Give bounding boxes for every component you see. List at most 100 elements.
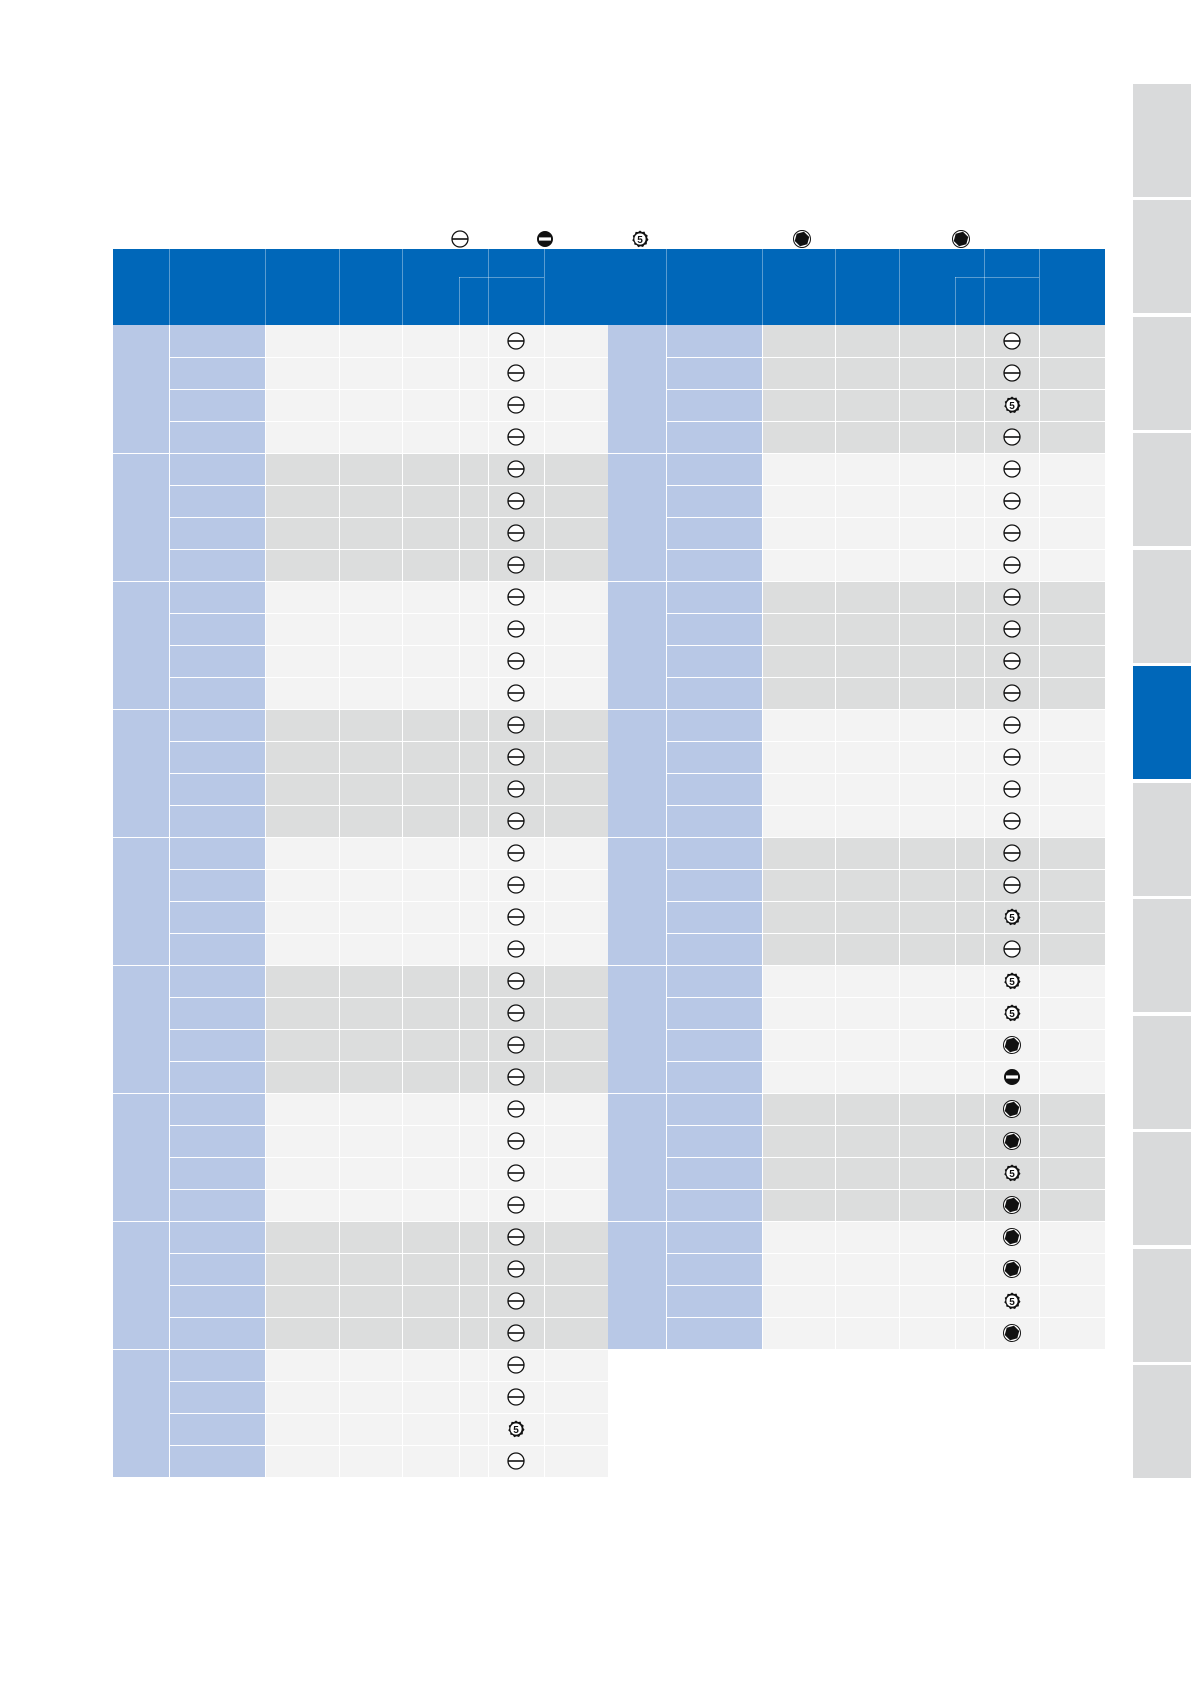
table-row bbox=[762, 1029, 1105, 1061]
row-label-cell bbox=[169, 901, 265, 933]
header-divider bbox=[459, 277, 460, 325]
slot-icon bbox=[506, 715, 526, 735]
slot-icon bbox=[1002, 331, 1022, 351]
table-row bbox=[265, 453, 608, 485]
row-label-cell bbox=[666, 1029, 762, 1061]
slot-icon bbox=[1002, 491, 1022, 511]
table-row bbox=[762, 645, 1105, 677]
group-label-cell bbox=[608, 965, 666, 1093]
row-separator bbox=[666, 357, 1105, 358]
table-row bbox=[762, 453, 1105, 485]
table-row bbox=[265, 325, 608, 357]
table-row bbox=[762, 1189, 1105, 1221]
row-label-cell bbox=[666, 837, 762, 869]
chapter-tab[interactable] bbox=[1133, 84, 1191, 197]
chapter-tab[interactable] bbox=[1133, 1016, 1191, 1129]
slot-icon bbox=[506, 1227, 526, 1247]
column-divider bbox=[1039, 325, 1040, 1349]
row-separator bbox=[169, 421, 608, 422]
slot-icon bbox=[506, 875, 526, 895]
slot-icon bbox=[506, 459, 526, 479]
group-label-cell bbox=[608, 709, 666, 837]
chapter-tab[interactable] bbox=[1133, 200, 1191, 313]
column-divider bbox=[459, 325, 460, 1477]
group-label-cell bbox=[608, 1221, 666, 1349]
header-divider bbox=[488, 249, 489, 325]
number-5-icon: 5 bbox=[506, 1419, 526, 1439]
table-row bbox=[265, 901, 608, 933]
row-label-cell bbox=[666, 677, 762, 709]
table-row bbox=[265, 1445, 608, 1477]
row-label-cell bbox=[666, 1061, 762, 1093]
row-label-cell bbox=[666, 965, 762, 997]
row-separator bbox=[666, 1221, 1105, 1222]
row-separator bbox=[169, 901, 608, 902]
row-separator bbox=[666, 1189, 1105, 1190]
row-separator bbox=[169, 1317, 608, 1318]
chapter-tab[interactable] bbox=[1133, 550, 1191, 663]
row-label-cell bbox=[666, 357, 762, 389]
right-table: 5 5 5 5 5 5 bbox=[608, 249, 1105, 1349]
table-row bbox=[265, 1381, 608, 1413]
table-row bbox=[265, 1189, 608, 1221]
table-row bbox=[265, 773, 608, 805]
header-divider bbox=[955, 277, 956, 325]
row-label-cell bbox=[666, 517, 762, 549]
table-row bbox=[762, 421, 1105, 453]
chapter-tab[interactable] bbox=[1133, 899, 1191, 1012]
table-row bbox=[265, 1029, 608, 1061]
column-divider bbox=[169, 325, 170, 1477]
table-row bbox=[265, 389, 608, 421]
column-divider bbox=[984, 325, 985, 1349]
table-row bbox=[762, 741, 1105, 773]
slot-icon bbox=[1002, 747, 1022, 767]
group-label-cell bbox=[608, 1093, 666, 1221]
table-row bbox=[265, 645, 608, 677]
slot-icon bbox=[506, 1131, 526, 1151]
row-separator bbox=[169, 933, 608, 934]
row-label-cell bbox=[169, 453, 265, 485]
group-separator bbox=[608, 837, 666, 838]
group-separator bbox=[113, 837, 169, 838]
table-row bbox=[265, 1093, 608, 1125]
group-separator bbox=[608, 709, 666, 710]
row-separator bbox=[169, 837, 608, 838]
chapter-tab[interactable] bbox=[1133, 317, 1191, 430]
row-label-cell bbox=[169, 1157, 265, 1189]
table-row bbox=[265, 965, 608, 997]
table-row bbox=[265, 517, 608, 549]
table-row bbox=[265, 581, 608, 613]
number-5-icon: 5 bbox=[1002, 971, 1022, 991]
group-label-cell bbox=[113, 1221, 169, 1349]
row-separator bbox=[169, 965, 608, 966]
row-separator bbox=[666, 1061, 1105, 1062]
row-separator bbox=[169, 1093, 608, 1094]
row-separator bbox=[666, 773, 1105, 774]
number-5-icon: 5 bbox=[630, 229, 650, 249]
chapter-tab[interactable] bbox=[1133, 1365, 1191, 1478]
row-label-cell bbox=[169, 965, 265, 997]
group-separator bbox=[113, 1349, 169, 1350]
row-label-cell bbox=[666, 709, 762, 741]
group-label-cell bbox=[113, 709, 169, 837]
row-separator bbox=[666, 645, 1105, 646]
row-label-cell bbox=[666, 1125, 762, 1157]
row-separator bbox=[666, 869, 1105, 870]
chapter-tab[interactable] bbox=[1133, 1132, 1191, 1245]
chapter-tab[interactable] bbox=[1133, 783, 1191, 896]
chapter-tab[interactable] bbox=[1133, 666, 1191, 779]
row-separator bbox=[666, 709, 1105, 710]
row-separator bbox=[666, 453, 1105, 454]
table-row bbox=[265, 1125, 608, 1157]
row-separator bbox=[666, 421, 1105, 422]
slot-icon bbox=[506, 587, 526, 607]
header-divider bbox=[402, 249, 403, 325]
group-label-cell bbox=[113, 453, 169, 581]
group-label-cell bbox=[113, 837, 169, 965]
chapter-tab[interactable] bbox=[1133, 1249, 1191, 1362]
row-label-cell bbox=[169, 741, 265, 773]
table-row bbox=[265, 805, 608, 837]
row-label-cell bbox=[666, 933, 762, 965]
svg-text:5: 5 bbox=[1009, 1009, 1015, 1020]
chapter-tab[interactable] bbox=[1133, 433, 1191, 546]
